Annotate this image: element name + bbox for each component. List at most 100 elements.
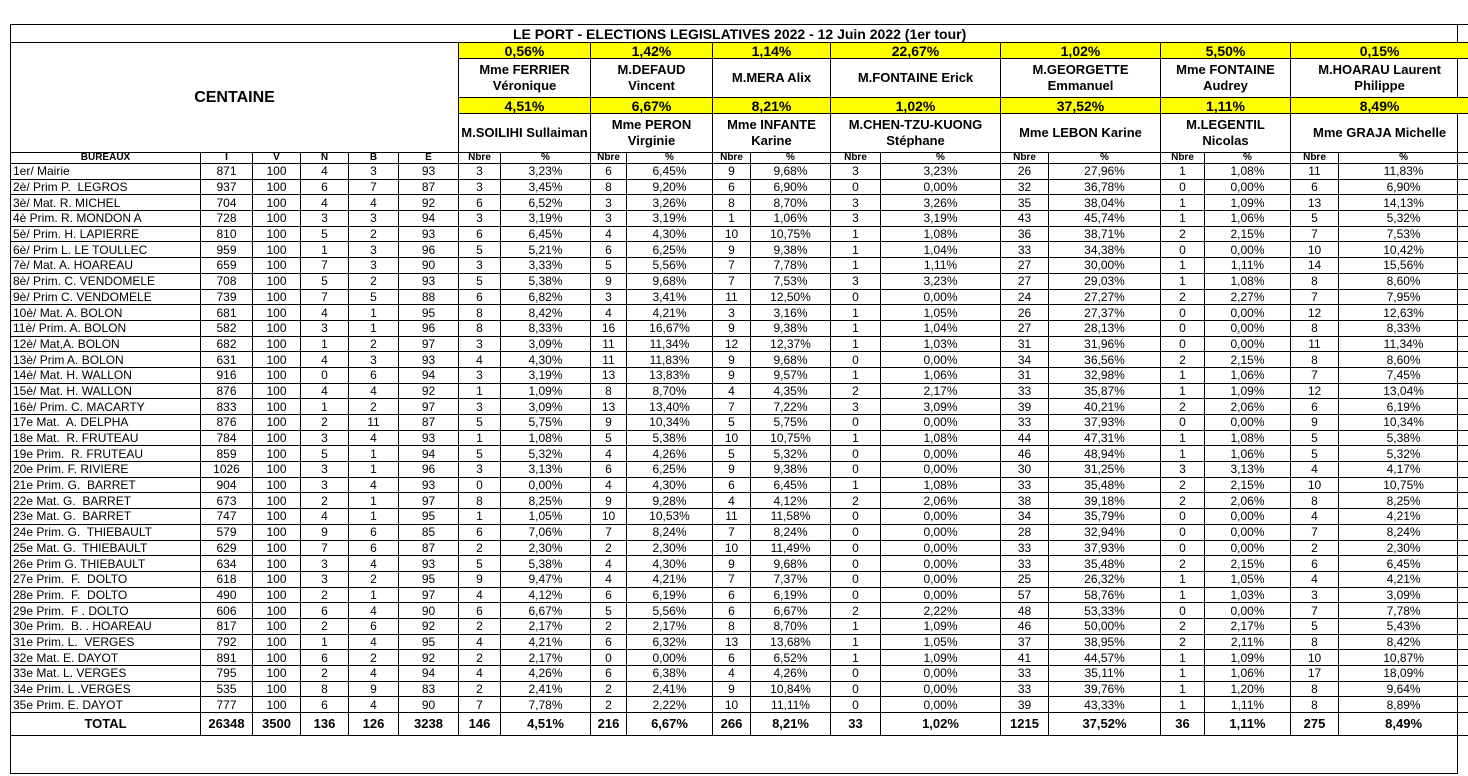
data-cell: 28,13% [1048,319,1161,337]
data-cell: 1 [348,445,399,463]
data-row: 7è/ Mat. A. HOAREAU 659 100 7 3 90 3 3,33% 5 5,56… [10,257,1468,274]
data-cell: 26 [1000,163,1049,180]
data-cell: 3 [830,272,881,290]
bureau-name: 10è/ Mat. A. BOLON [10,304,201,321]
data-row: 5è/ Prim. H. LAPIERRE 810 100 5 2 93 6 6,45% 4 4,… [10,225,1468,243]
data-cell: 32,98% [1048,366,1161,384]
bureau-name: 27e Prim. F. DOLTO [10,570,201,588]
data-cell: 100 [252,210,301,227]
data-cell: 4 [590,555,627,572]
data-cell: 5 [1290,617,1339,635]
data-cell: 7 [712,523,751,541]
data-cell: 2 [1160,555,1205,572]
data-cell: 7 [458,696,501,714]
data-cell: 6 [590,461,627,478]
data-cell: 7,45% [1337,366,1468,384]
data-cell: 871 [200,163,253,180]
total-cell: 6,67% [626,712,713,737]
data-cell: 4 [590,445,627,463]
data-cell: 3,13% [1204,461,1291,478]
data-cell: 4 [300,163,349,180]
data-cell: 2 [590,680,627,698]
data-cell: 6 [712,602,751,619]
data-cell: 7 [712,570,751,588]
data-cell: 9 [712,163,751,180]
data-cell: 2 [300,665,349,682]
data-cell: 7,53% [1337,225,1468,243]
data-cell: 6,45% [750,476,831,494]
data-cell: 1,06% [1204,210,1291,227]
data-cell: 27 [1000,319,1049,337]
data-cell: 0 [830,461,881,478]
data-cell: 2 [1290,539,1339,557]
data-cell: 8,42% [1337,633,1468,651]
data-cell: 1,03% [1204,586,1291,604]
bureau-name: 25e Mat. G. THIEBAULT [10,539,201,557]
data-cell: 1,11% [1204,696,1291,714]
data-cell: 6,45% [626,163,713,180]
data-cell: 32 [1000,178,1049,196]
data-cell: 9,68% [750,555,831,572]
data-cell: 4 [348,665,399,682]
data-cell: 0,00% [880,178,1001,196]
data-cell: 10,53% [626,508,713,525]
data-cell: 5 [458,445,501,463]
data-cell: 13,04% [1337,382,1468,400]
data-cell: 32,94% [1048,523,1161,541]
data-cell: 7 [300,288,349,306]
data-row: 11è/ Prim. A. BOLON 582 100 3 1 96 8 8,33% 16 16,… [10,319,1468,337]
data-cell: 5,75% [500,414,591,431]
data-cell: 904 [200,476,253,494]
data-cell: 100 [252,257,301,274]
data-cell: 10,34% [626,414,713,431]
top-name: M.HOARAU Laurent Philippe [1289,58,1468,98]
data-cell: 2 [458,539,501,557]
data-cell: 31,96% [1048,335,1161,353]
bureau-name: 11è/ Prim. A. BOLON [10,319,201,337]
data-cell: 2,06% [1204,398,1291,415]
bureau-name: 1er/ Mairie [10,163,201,180]
top-name: M.FONTAINE Erick [830,58,1001,98]
data-cell: 100 [252,414,301,431]
data-cell: 100 [252,163,301,180]
data-cell: 1,06% [750,210,831,227]
data-cell: 1,09% [880,649,1001,666]
data-cell: 100 [252,476,301,494]
data-cell: 8,33% [1337,319,1468,337]
data-cell: 876 [200,414,253,431]
data-cell: 5 [458,414,501,431]
data-cell: 58,76% [1048,586,1161,604]
data-cell: 681 [200,304,253,321]
data-cell: 3,26% [626,194,713,212]
data-cell: 0 [830,665,881,682]
data-cell: 57 [1000,586,1049,604]
data-cell: 2,17% [500,617,591,635]
data-cell: 5,38% [500,555,591,572]
data-row: 28e Prim. F. DOLTO 490 100 2 1 97 4 4,12% 6 6,19%… [10,586,1468,604]
data-cell: 1,09% [1204,649,1291,666]
data-cell: 1 [830,225,881,243]
data-cell: 2,17% [626,617,713,635]
data-cell: 8 [1290,492,1339,510]
data-cell: 12 [1290,304,1339,321]
data-cell: 2,27% [1204,288,1291,306]
data-cell: 3 [300,461,349,478]
data-cell: 3,23% [500,163,591,180]
data-cell: 92 [398,194,459,212]
sub-header: % [880,152,1001,164]
data-cell: 100 [252,288,301,306]
data-cell: 4,30% [626,225,713,243]
data-cell: 39 [1000,398,1049,415]
data-cell: 1,05% [880,633,1001,651]
data-cell: 97 [398,398,459,415]
data-cell: 5,56% [626,602,713,619]
data-cell: 6 [300,178,349,196]
bureau-name: 5è/ Prim. H. LAPIERRE [10,225,201,243]
bottom-pct: 37,52% [1000,97,1161,114]
data-cell: 87 [398,414,459,431]
data-cell: 11 [1290,163,1339,180]
data-cell: 795 [200,665,253,682]
bureau-name: 30e Prim. B. . HOAREAU [10,617,201,635]
data-cell: 0 [1160,335,1205,353]
data-cell: 11,83% [1337,163,1468,180]
